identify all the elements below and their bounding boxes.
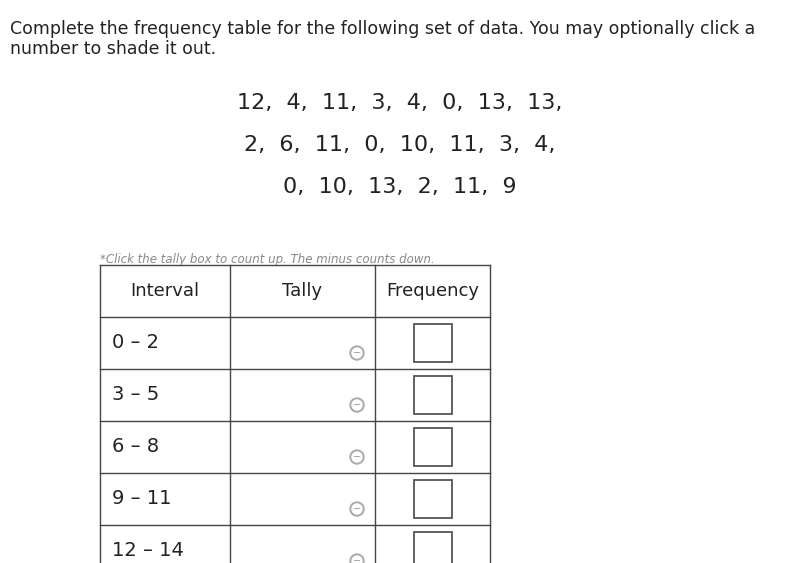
Circle shape <box>352 348 362 358</box>
Bar <box>414 324 451 362</box>
Text: −: − <box>353 504 361 514</box>
Text: 0,  10,  13,  2,  11,  9: 0, 10, 13, 2, 11, 9 <box>283 177 517 197</box>
Circle shape <box>350 346 364 360</box>
Text: −: − <box>353 452 361 462</box>
Bar <box>414 376 451 414</box>
Text: −: − <box>353 348 361 358</box>
Circle shape <box>350 398 364 412</box>
Bar <box>414 480 451 518</box>
Bar <box>414 428 451 466</box>
Text: −: − <box>353 556 361 563</box>
Bar <box>100 265 490 563</box>
Circle shape <box>352 556 362 563</box>
Text: 6 – 8: 6 – 8 <box>112 437 159 457</box>
Circle shape <box>350 450 364 464</box>
Text: Tally: Tally <box>282 282 322 300</box>
Circle shape <box>352 504 362 514</box>
Text: Complete the frequency table for the following set of data. You may optionally c: Complete the frequency table for the fol… <box>10 20 755 38</box>
Circle shape <box>352 452 362 462</box>
Text: *Click the tally box to count up. The minus counts down.: *Click the tally box to count up. The mi… <box>100 253 434 266</box>
Text: 12,  4,  11,  3,  4,  0,  13,  13,: 12, 4, 11, 3, 4, 0, 13, 13, <box>238 93 562 113</box>
Circle shape <box>350 554 364 563</box>
Text: −: − <box>353 400 361 410</box>
Text: 12 – 14: 12 – 14 <box>112 542 184 561</box>
Circle shape <box>352 400 362 410</box>
Text: 0 – 2: 0 – 2 <box>112 333 159 352</box>
Circle shape <box>350 502 364 516</box>
Text: number to shade it out.: number to shade it out. <box>10 40 216 58</box>
Text: 9 – 11: 9 – 11 <box>112 489 171 508</box>
Text: 3 – 5: 3 – 5 <box>112 386 159 404</box>
Text: Interval: Interval <box>130 282 199 300</box>
Text: 2,  6,  11,  0,  10,  11,  3,  4,: 2, 6, 11, 0, 10, 11, 3, 4, <box>244 135 556 155</box>
Bar <box>414 532 451 563</box>
Text: Frequency: Frequency <box>386 282 479 300</box>
